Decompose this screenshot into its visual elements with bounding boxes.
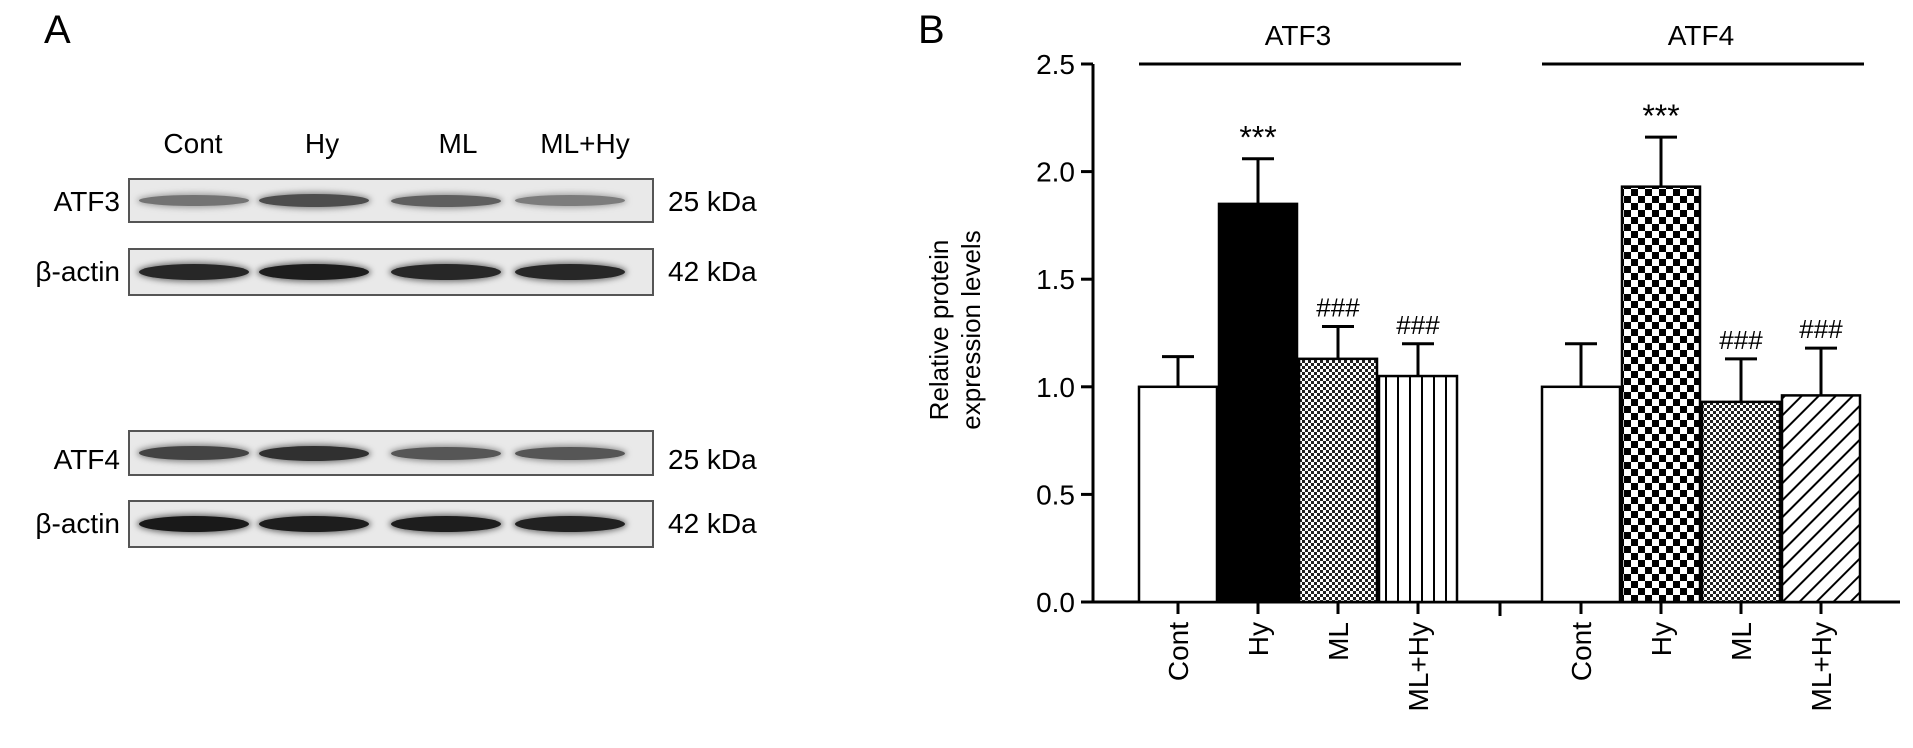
- x-tick-label: Cont: [1566, 622, 1597, 681]
- y-tick-label: 2.0: [1036, 157, 1075, 188]
- size-label-atf4: 25 kDa: [668, 444, 757, 475]
- panel-b-letter: B: [918, 8, 945, 52]
- blot-band: [139, 264, 249, 280]
- bar: [1700, 400, 1782, 604]
- panel-a-letter: A: [44, 8, 71, 52]
- blot-band: [139, 195, 249, 206]
- y-axis-label-line1: Relative protein: [924, 240, 954, 421]
- blot-band: [391, 264, 501, 280]
- bar: [1780, 394, 1862, 604]
- y-tick-label: 2.5: [1036, 49, 1075, 80]
- x-tick-label: Cont: [1163, 622, 1194, 681]
- blot-label-atf4: ATF4: [53, 444, 120, 475]
- bar: [1620, 185, 1702, 604]
- blot-band: [515, 516, 625, 532]
- blot-beta-actin-1: [128, 248, 654, 296]
- x-tick-label: ML+Hy: [1806, 622, 1837, 711]
- blot-beta-actin-2: [128, 500, 654, 548]
- significance-label: ***: [1239, 120, 1276, 156]
- significance-label: ###: [1316, 293, 1360, 323]
- blot-band: [139, 516, 249, 532]
- blot-band: [391, 516, 501, 532]
- bar: [1377, 374, 1459, 604]
- blot-band: [391, 447, 501, 460]
- group-header-label: ATF3: [1265, 20, 1331, 51]
- bar: [1540, 385, 1622, 604]
- blot-band: [259, 264, 369, 280]
- x-tick-label: ML+Hy: [1403, 622, 1434, 711]
- blot-band: [515, 447, 625, 460]
- significance-label: ###: [1799, 314, 1843, 344]
- size-label-beta-actin-1: 42 kDa: [668, 256, 757, 287]
- bar: [1297, 357, 1379, 604]
- lane-label-ml: ML: [438, 128, 478, 159]
- significance-label: ###: [1719, 325, 1763, 355]
- blot-band: [259, 516, 369, 532]
- blot-band: [515, 264, 625, 280]
- blot-label-beta-actin-1: β-actin: [35, 256, 120, 287]
- significance-label: ###: [1396, 310, 1440, 340]
- x-tick-label: ML: [1726, 622, 1757, 661]
- x-tick-label: ML: [1323, 622, 1354, 661]
- group-header-label: ATF4: [1668, 20, 1734, 51]
- blot-label-beta-actin-2: β-actin: [35, 508, 120, 539]
- bar: [1137, 385, 1219, 604]
- lane-label-cont: Cont: [163, 128, 223, 159]
- blot-band: [515, 195, 625, 206]
- size-label-atf3: 25 kDa: [668, 186, 757, 217]
- blot-atf4: [128, 430, 654, 476]
- blot-atf3: [128, 178, 654, 223]
- lane-label-hy: Hy: [304, 128, 340, 159]
- y-tick-label: 0.0: [1036, 587, 1075, 618]
- size-label-beta-actin-2: 42 kDa: [668, 508, 757, 539]
- blot-band: [391, 195, 501, 207]
- x-tick-label: Hy: [1243, 622, 1274, 656]
- blot-band: [259, 194, 369, 207]
- bar: [1217, 202, 1299, 604]
- significance-label: ***: [1642, 98, 1679, 134]
- lane-label-ml-hy: ML+Hy: [540, 128, 630, 159]
- y-tick-label: 0.5: [1036, 479, 1075, 510]
- y-tick-label: 1.0: [1036, 372, 1075, 403]
- x-tick-label: Hy: [1646, 622, 1677, 656]
- y-axis-label-line2: expression levels: [956, 230, 986, 429]
- blot-band: [139, 446, 249, 460]
- y-tick-label: 1.5: [1036, 264, 1075, 295]
- blot-label-atf3: ATF3: [53, 186, 120, 217]
- blot-band: [259, 446, 369, 461]
